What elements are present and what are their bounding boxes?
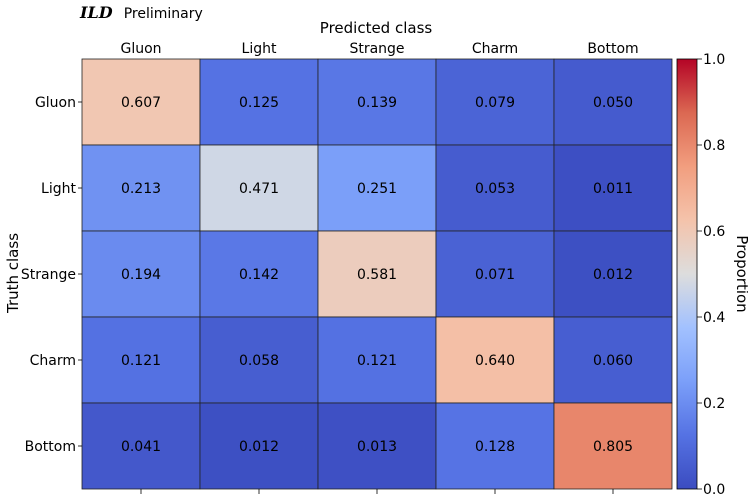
heatmap-cell	[553, 58, 673, 146]
x-tick-label: Strange	[349, 41, 404, 57]
cell-value-label: 0.125	[239, 95, 279, 111]
cell-value-label: 0.805	[593, 439, 633, 455]
cell-value-label: 0.079	[475, 95, 515, 111]
y-tick-label: Gluon	[35, 95, 76, 111]
x-axis-title: Predicted class	[320, 19, 433, 37]
cell-value-label: 0.640	[475, 353, 515, 369]
x-tick-label: Bottom	[587, 41, 638, 57]
y-tick-label: Strange	[21, 267, 76, 283]
y-tick-label: Light	[41, 181, 76, 197]
cell-value-label: 0.607	[121, 95, 161, 111]
cell-value-label: 0.121	[121, 353, 161, 369]
experiment-label: ILD	[79, 3, 113, 22]
cell-value-label: 0.058	[239, 353, 279, 369]
x-tick-labels: Gluon Light Strange Charm Bottom	[120, 41, 639, 494]
cell-value-label: 0.050	[593, 95, 633, 111]
y-axis-title: Truth class	[4, 233, 22, 314]
cell-value-label: 0.011	[593, 181, 633, 197]
cell-value-label: 0.053	[475, 181, 515, 197]
heatmap-cell	[199, 402, 319, 490]
colorbar-ticks: 0.0 0.2 0.4 0.6 0.8 1.0	[697, 52, 725, 498]
heatmap-cells: 0.607 0.125 0.139 0.079 0.050 0.213 0.471 0.251…	[81, 58, 673, 490]
heatmap-cell	[199, 58, 319, 146]
heatmap-cell	[553, 316, 673, 404]
cell-value-label: 0.012	[593, 267, 633, 283]
cell-value-label: 0.013	[357, 439, 397, 455]
cell-value-label: 0.213	[121, 181, 161, 197]
x-tick-label: Light	[242, 41, 277, 57]
y-tick-label: Bottom	[25, 439, 76, 455]
cell-value-label: 0.060	[593, 353, 633, 369]
heatmap-cell	[81, 402, 201, 490]
colorbar-label: Proportion	[733, 235, 748, 312]
status-label: Preliminary	[124, 6, 203, 22]
heatmap-cell	[435, 230, 555, 318]
cell-value-label: 0.128	[475, 439, 515, 455]
heatmap-cell	[199, 316, 319, 404]
cell-value-label: 0.121	[357, 353, 397, 369]
heatmap-cell	[317, 230, 437, 318]
x-tick-label: Charm	[472, 41, 518, 57]
heatmap-cell	[553, 402, 673, 490]
colorbar-tick-label: 0.4	[703, 310, 725, 326]
heatmap-cell	[435, 58, 555, 146]
x-tick-label: Gluon	[120, 41, 161, 57]
heatmap-cell	[317, 402, 437, 490]
colorbar-tick-label: 1.0	[703, 52, 725, 68]
heatmap-cell	[553, 230, 673, 318]
heatmap-cell	[81, 58, 201, 146]
colorbar-tick-label: 0.8	[703, 138, 725, 154]
cell-value-label: 0.142	[239, 267, 279, 283]
cell-value-label: 0.012	[239, 439, 279, 455]
cell-value-label: 0.581	[357, 267, 397, 283]
cell-value-label: 0.471	[239, 181, 279, 197]
heatmap-cell	[435, 316, 555, 404]
heatmap-cell	[317, 144, 437, 232]
colorbar	[676, 58, 698, 490]
heatmap-cell	[317, 58, 437, 146]
heatmap-cell	[553, 144, 673, 232]
cell-value-label: 0.071	[475, 267, 515, 283]
cell-value-label: 0.041	[121, 439, 161, 455]
cell-value-label: 0.139	[357, 95, 397, 111]
y-tick-label: Charm	[30, 353, 76, 369]
cell-value-label: 0.251	[357, 181, 397, 197]
heatmap-cell	[317, 316, 437, 404]
cell-value-label: 0.194	[121, 267, 161, 283]
colorbar-tick-label: 0.2	[703, 396, 725, 412]
y-tick-labels: Gluon Light Strange Charm Bottom	[21, 95, 82, 455]
figure-header: ILD Preliminary	[79, 3, 203, 22]
colorbar-tick-label: 0.6	[703, 224, 725, 240]
heatmap-cell	[199, 230, 319, 318]
heatmap-cell	[81, 144, 201, 232]
colorbar-tick-label: 0.0	[703, 482, 725, 498]
